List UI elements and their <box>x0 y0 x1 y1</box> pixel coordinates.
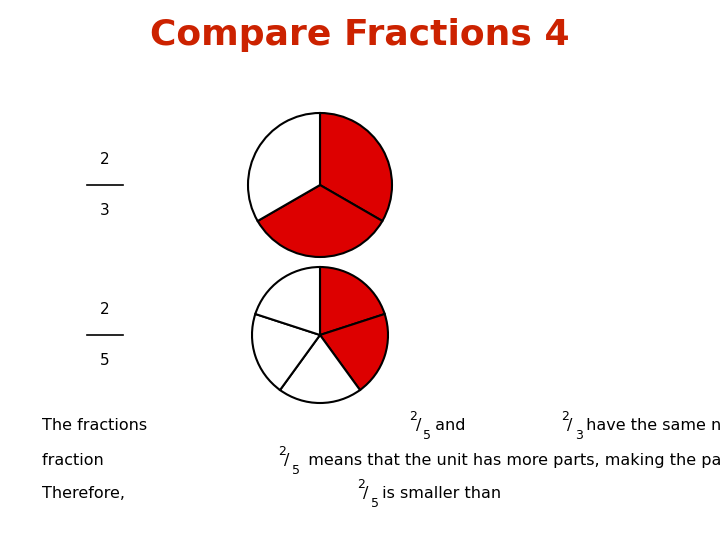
Text: 5: 5 <box>423 429 431 442</box>
Text: The fractions: The fractions <box>42 418 152 433</box>
Text: /: / <box>567 418 572 433</box>
Wedge shape <box>248 113 320 221</box>
Wedge shape <box>256 267 320 335</box>
Text: and: and <box>430 418 470 433</box>
Text: Compare Fractions 4: Compare Fractions 4 <box>150 18 570 52</box>
Text: 5: 5 <box>100 353 110 368</box>
Text: 2: 2 <box>100 152 110 167</box>
Text: 2: 2 <box>100 302 110 317</box>
Wedge shape <box>252 314 320 390</box>
Text: 2: 2 <box>278 445 286 458</box>
Text: /: / <box>363 486 369 501</box>
Wedge shape <box>320 113 392 221</box>
Text: 3: 3 <box>100 203 110 218</box>
Text: /: / <box>284 453 290 468</box>
Text: is smaller than: is smaller than <box>377 486 506 501</box>
Wedge shape <box>258 185 382 257</box>
Text: means that the unit has more parts, making the parts smaller.: means that the unit has more parts, maki… <box>299 453 720 468</box>
Text: fraction: fraction <box>42 453 109 468</box>
Wedge shape <box>320 267 384 335</box>
Wedge shape <box>320 314 388 390</box>
Text: 3: 3 <box>575 429 582 442</box>
Text: 2: 2 <box>409 410 417 423</box>
Text: 5: 5 <box>371 497 379 510</box>
Text: 2: 2 <box>561 410 569 423</box>
Text: Therefore,: Therefore, <box>42 486 135 501</box>
Text: 5: 5 <box>292 464 300 477</box>
Text: have the same numerator. The denominator 5 in the: have the same numerator. The denominator… <box>581 418 720 433</box>
Text: /: / <box>415 418 421 433</box>
Wedge shape <box>280 335 360 403</box>
Text: 2: 2 <box>356 478 364 491</box>
